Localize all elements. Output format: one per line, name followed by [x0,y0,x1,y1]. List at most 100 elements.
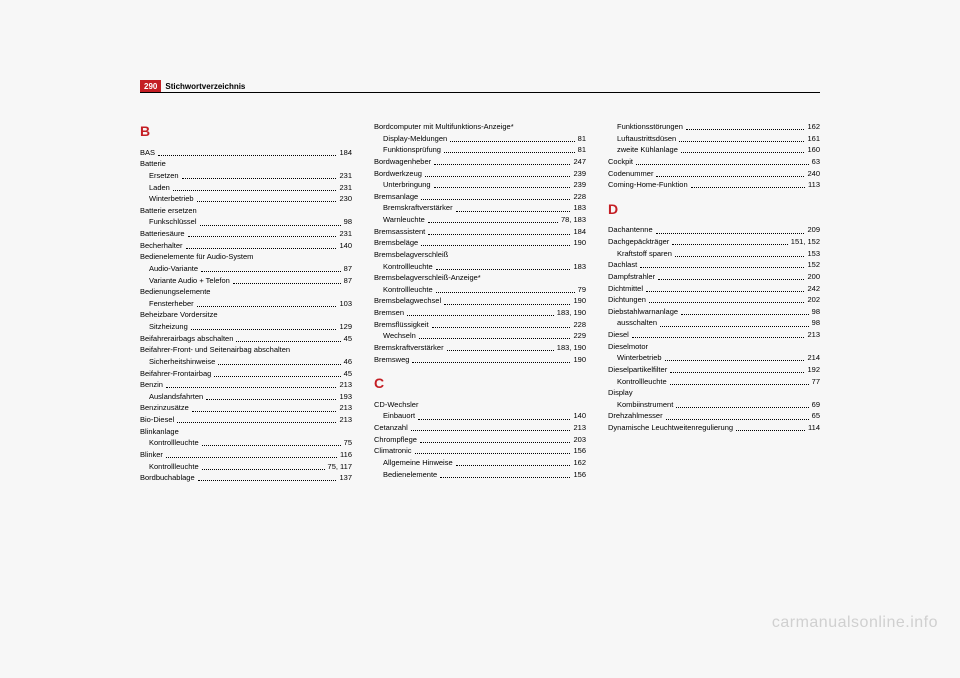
entry-label: Bio-Diesel [140,414,174,426]
entry-label: Cetanzahl [374,422,408,434]
index-entry: Dachgepäckträger151, 152 [608,236,820,248]
entry-page: 231 [339,170,352,182]
entry-page: 87 [344,263,352,275]
entry-page: 203 [573,434,586,446]
entry-leader-dots [434,156,570,165]
entry-leader-dots [675,248,805,257]
index-subentry: Sitzheizung129 [140,321,352,333]
entry-label: Bremsanlage [374,191,418,203]
entry-label: Bremsbelagverschleiß [374,249,448,261]
header-underline [140,92,820,93]
index-entry: Display [608,387,820,399]
index-subentry: Audio-Variante 87 [140,263,352,275]
entry-page: 152 [807,259,820,271]
entry-label: Ersetzen [149,170,179,182]
index-entry: Bremsbelagwechsel190 [374,295,586,307]
index-entry: Bremsanlage228 [374,191,586,203]
index-entry: Bedienungselemente [140,286,352,298]
entry-page: 190 [573,295,586,307]
index-entry: Benzin213 [140,379,352,391]
entry-leader-dots [407,307,554,316]
entry-label: Dieselmotor [608,341,648,353]
entry-leader-dots [736,422,805,431]
entry-page: 81 [578,144,586,156]
index-entry: Dichtungen 202 [608,294,820,306]
entry-leader-dots [640,259,804,268]
entry-page: 45 [344,368,352,380]
index-subentry: Kraftstoff sparen 153 [608,248,820,260]
index-subentry: Fensterheber103 [140,298,352,310]
entry-label: Auslandsfahrten [149,391,203,403]
entry-leader-dots [456,457,571,466]
entry-leader-dots [444,295,570,304]
entry-leader-dots [418,410,570,419]
entry-label: Unterbringung [383,179,431,191]
entry-page: 162 [807,121,820,133]
entry-page: 202 [807,294,820,306]
entry-leader-dots [670,376,809,385]
entry-label: Beifahrerairbags abschalten [140,333,233,345]
section-letter: B [140,121,352,143]
entry-leader-dots [236,333,340,342]
index-subentry: Kontrollleuchte75, 117 [140,461,352,473]
index-entry: Beifahrerairbags abschalten45 [140,333,352,345]
index-subentry: Warnleuchte 78, 183 [374,214,586,226]
entry-leader-dots [202,437,341,446]
entry-label: Dieselpartikelfilter [608,364,667,376]
index-subentry: Allgemeine Hinweise162 [374,457,586,469]
entry-leader-dots [233,275,341,284]
entry-page: 242 [807,283,820,295]
entry-leader-dots [679,133,804,142]
entry-label: Luftaustrittsdüsen [617,133,676,145]
section-letter: D [608,199,820,221]
entry-label: CD-Wechsler [374,399,418,411]
index-entry: Beifahrer-Frontairbag45 [140,368,352,380]
entry-label: Cockpit [608,156,633,168]
entry-leader-dots [182,170,337,179]
entry-leader-dots [672,236,788,245]
index-entry: Cockpit63 [608,156,820,168]
index-entry: Dachlast 152 [608,259,820,271]
entry-page: 98 [812,317,820,329]
entry-page: 69 [812,399,820,411]
entry-label: Laden [149,182,170,194]
entry-label: Audio-Variante [149,263,198,275]
index-subentry: Winterbetrieb214 [608,352,820,364]
index-subentry: zweite Kühlanlage160 [608,144,820,156]
entry-page: 193 [339,391,352,403]
index-entry: Drehzahlmesser65 [608,410,820,422]
entry-leader-dots [656,224,805,233]
entry-leader-dots [450,133,574,142]
entry-label: Warnleuchte [383,214,425,226]
entry-page: 153 [807,248,820,260]
entry-page: 192 [807,364,820,376]
entry-leader-dots [173,182,337,191]
index-entry: Blinkanlage [140,426,352,438]
entry-label: Funkschlüssel [149,216,197,228]
index-subentry: Luftaustrittsdüsen161 [608,133,820,145]
entry-page: 213 [339,414,352,426]
entry-label: Coming-Home-Funktion [608,179,688,191]
entry-label: Dachlast [608,259,637,271]
index-entry: Beheizbare Vordersitze [140,309,352,321]
index-subentry: Kontrollleuchte77 [608,376,820,388]
entry-leader-dots [676,399,808,408]
entry-label: Wechseln [383,330,416,342]
index-subentry: Bedienelemente156 [374,469,586,481]
index-entry: Bremsen183, 190 [374,307,586,319]
entry-label: Beheizbare Vordersitze [140,309,218,321]
entry-page: 78, 183 [561,214,586,226]
index-subentry: Kombiinstrument69 [608,399,820,411]
entry-leader-dots [681,144,805,153]
entry-label: Benzinzusätze [140,402,189,414]
entry-label: Bremskraftverstärker [383,202,453,214]
entry-page: 140 [573,410,586,422]
index-column: Funktionsstörungen162Luftaustrittsdüsen1… [608,121,820,484]
entry-label: Kraftstoff sparen [617,248,672,260]
entry-label: Dichtungen [608,294,646,306]
entry-label: Batterie [140,158,166,170]
entry-leader-dots [191,321,337,330]
entry-label: Diesel [608,329,629,341]
index-entry: Beifahrer-Front- und Seitenairbag abscha… [140,344,352,356]
index-entry: Batterie ersetzen [140,205,352,217]
